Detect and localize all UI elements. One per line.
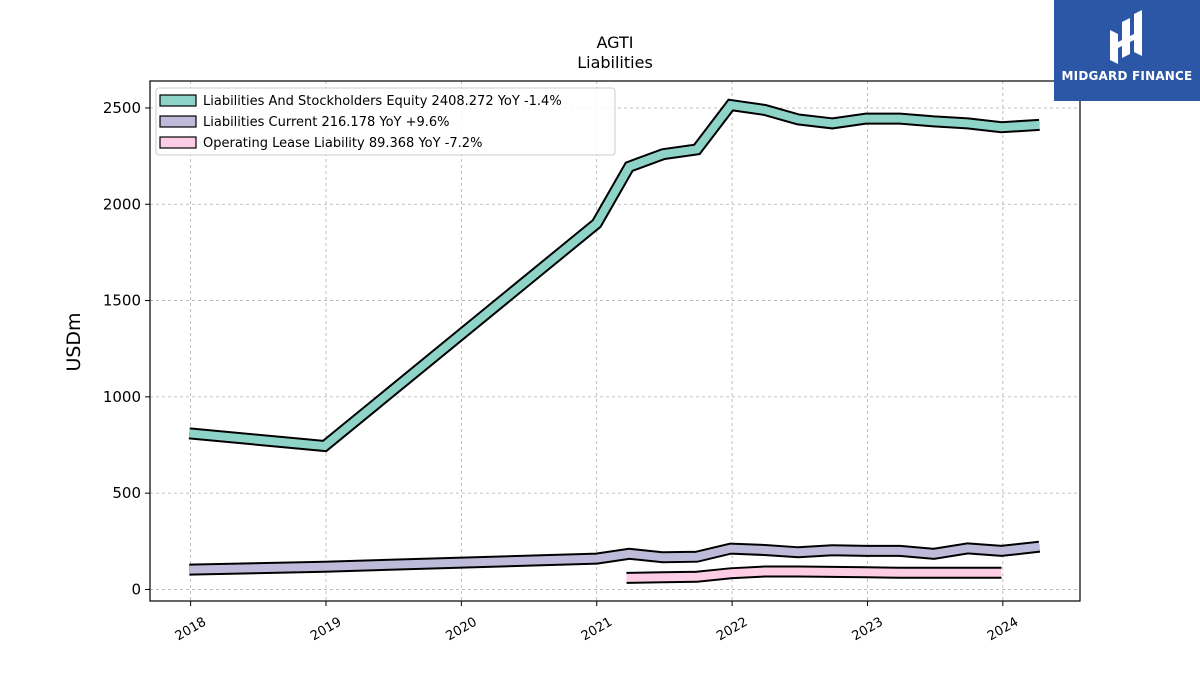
y-axis-label: USDm <box>63 312 85 371</box>
x-tick-label: 2023 <box>850 615 886 645</box>
chart-subtitle: Liabilities <box>577 53 653 72</box>
x-axis: 2018 2019 2020 2021 2022 2023 2024 <box>173 601 1021 644</box>
logo-text: MIDGARD FINANCE <box>1061 69 1193 83</box>
series-line <box>188 100 1040 451</box>
grid <box>150 81 1080 601</box>
legend-entry: Liabilities Current 216.178 YoY +9.6% <box>203 115 450 130</box>
y-axis: 0 500 1000 1500 2000 2500 <box>103 99 150 598</box>
legend-entry: Liabilities And Stockholders Equity 2408… <box>203 94 562 109</box>
legend-entry: Operating Lease Liability 89.368 YoY -7.… <box>203 136 482 151</box>
series-lines <box>188 98 1041 584</box>
y-tick-label: 0 <box>131 580 141 598</box>
series-1 <box>188 98 1040 453</box>
chart-title: AGTI <box>597 33 634 52</box>
series-3 <box>626 565 1002 584</box>
x-tick-label: 2019 <box>308 615 344 645</box>
y-tick-label: 2000 <box>103 195 141 213</box>
brand-logo: MIDGARD FINANCE <box>1054 0 1200 101</box>
legend-box <box>155 87 616 156</box>
x-tick-label: 2020 <box>444 615 480 645</box>
y-tick-label: 1000 <box>103 388 141 406</box>
legend-swatch <box>159 94 197 107</box>
legend-swatch <box>159 136 197 149</box>
series-line <box>626 567 1002 582</box>
y-tick-label: 500 <box>112 484 141 502</box>
plot-frame <box>149 80 1081 602</box>
x-tick-label: 2024 <box>985 615 1021 645</box>
legend: Liabilities And Stockholders Equity 2408… <box>155 87 616 156</box>
legend-swatch <box>159 115 197 128</box>
y-tick-label: 2500 <box>103 99 141 117</box>
series-2 <box>189 540 1041 576</box>
series-line-outline <box>188 98 1040 453</box>
x-tick-label: 2021 <box>579 615 615 645</box>
x-tick-label: 2018 <box>173 615 209 645</box>
y-tick-label: 1500 <box>103 292 141 310</box>
midgard-logo-icon <box>1110 10 1142 64</box>
x-tick-label: 2022 <box>714 615 750 645</box>
series-line <box>189 542 1040 574</box>
